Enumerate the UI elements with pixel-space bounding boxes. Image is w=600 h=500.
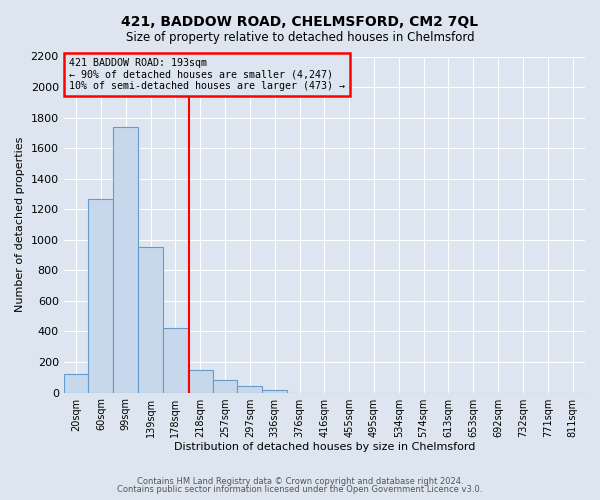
Bar	[212, 380, 238, 392]
Text: 421, BADDOW ROAD, CHELMSFORD, CM2 7QL: 421, BADDOW ROAD, CHELMSFORD, CM2 7QL	[121, 15, 479, 29]
Bar	[163, 328, 188, 392]
Bar	[88, 198, 113, 392]
Text: 421 BADDOW ROAD: 193sqm
← 90% of detached houses are smaller (4,247)
10% of semi: 421 BADDOW ROAD: 193sqm ← 90% of detache…	[69, 58, 345, 92]
Text: Contains public sector information licensed under the Open Government Licence v3: Contains public sector information licen…	[118, 485, 482, 494]
X-axis label: Distribution of detached houses by size in Chelmsford: Distribution of detached houses by size …	[173, 442, 475, 452]
Bar	[188, 370, 212, 392]
Bar	[64, 374, 88, 392]
Y-axis label: Number of detached properties: Number of detached properties	[15, 137, 25, 312]
Bar	[262, 390, 287, 392]
Text: Size of property relative to detached houses in Chelmsford: Size of property relative to detached ho…	[125, 32, 475, 44]
Text: Contains HM Land Registry data © Crown copyright and database right 2024.: Contains HM Land Registry data © Crown c…	[137, 477, 463, 486]
Bar	[113, 127, 138, 392]
Bar	[238, 386, 262, 392]
Bar	[138, 248, 163, 392]
